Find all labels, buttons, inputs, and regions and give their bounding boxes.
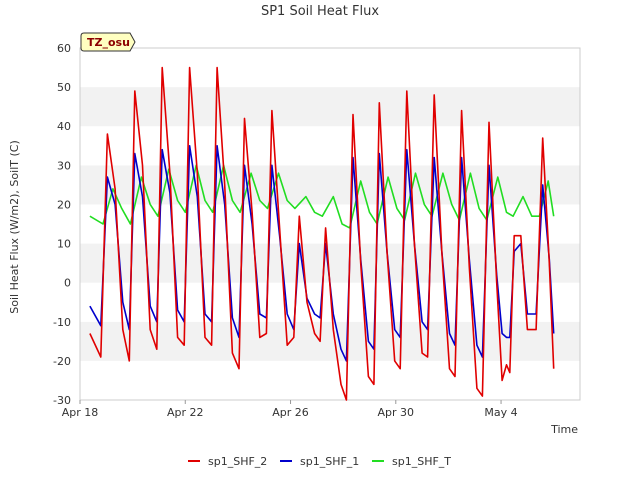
y-tick-label: 60 (57, 42, 71, 55)
legend: sp1_SHF_2 sp1_SHF_1 sp1_SHF_T (188, 455, 451, 468)
y-tick-label: -20 (53, 355, 71, 368)
grid-band (80, 48, 580, 88)
grid-band (80, 165, 580, 205)
x-tick-label: Apr 26 (272, 406, 309, 419)
tz-badge-label: TZ_osu (87, 36, 130, 49)
x-axis-ticks: Apr 18 Apr 22 Apr 26 Apr 30 May 4 (62, 400, 518, 419)
x-axis-label: Time (550, 423, 578, 436)
y-axis-label: Soil Heat Flux (W/m2), SoilT (C) (8, 140, 21, 313)
plot-area (79, 47, 581, 401)
series-line-sp1_SHF_T (89, 164, 555, 229)
grid-band (80, 360, 580, 400)
x-tick-label: Apr 22 (167, 406, 204, 419)
x-tick-label: Apr 18 (62, 406, 99, 419)
x-tick-label: Apr 30 (378, 406, 415, 419)
tz-badge: TZ_osu (80, 32, 136, 52)
y-tick-label: -10 (53, 316, 71, 329)
y-axis-ticks: -30 -20 -10 0 10 20 30 40 50 60 (53, 42, 71, 407)
legend-label: sp1_SHF_1 (300, 455, 359, 468)
y-tick-label: -30 (53, 394, 71, 407)
legend-label: sp1_SHF_T (392, 455, 451, 468)
y-tick-label: 20 (57, 198, 71, 211)
tz-badge-box (80, 32, 136, 52)
series-line-sp1_SHF_2 (89, 66, 555, 401)
legend-label: sp1_SHF_2 (208, 455, 267, 468)
grid-band (80, 321, 580, 361)
grid-band (80, 126, 580, 166)
y-tick-label: 0 (64, 277, 71, 290)
x-tick-label: May 4 (484, 406, 517, 419)
chart-title: SP1 Soil Heat Flux (261, 4, 379, 19)
y-tick-label: 10 (57, 238, 71, 251)
y-tick-label: 40 (57, 120, 71, 133)
grid-band (80, 204, 580, 244)
y-tick-label: 30 (57, 159, 71, 172)
plot-frame (79, 47, 581, 401)
y-tick-label: 50 (57, 81, 71, 94)
grid-bands (80, 48, 580, 400)
grid-band (80, 87, 580, 127)
series-layer (89, 66, 555, 401)
